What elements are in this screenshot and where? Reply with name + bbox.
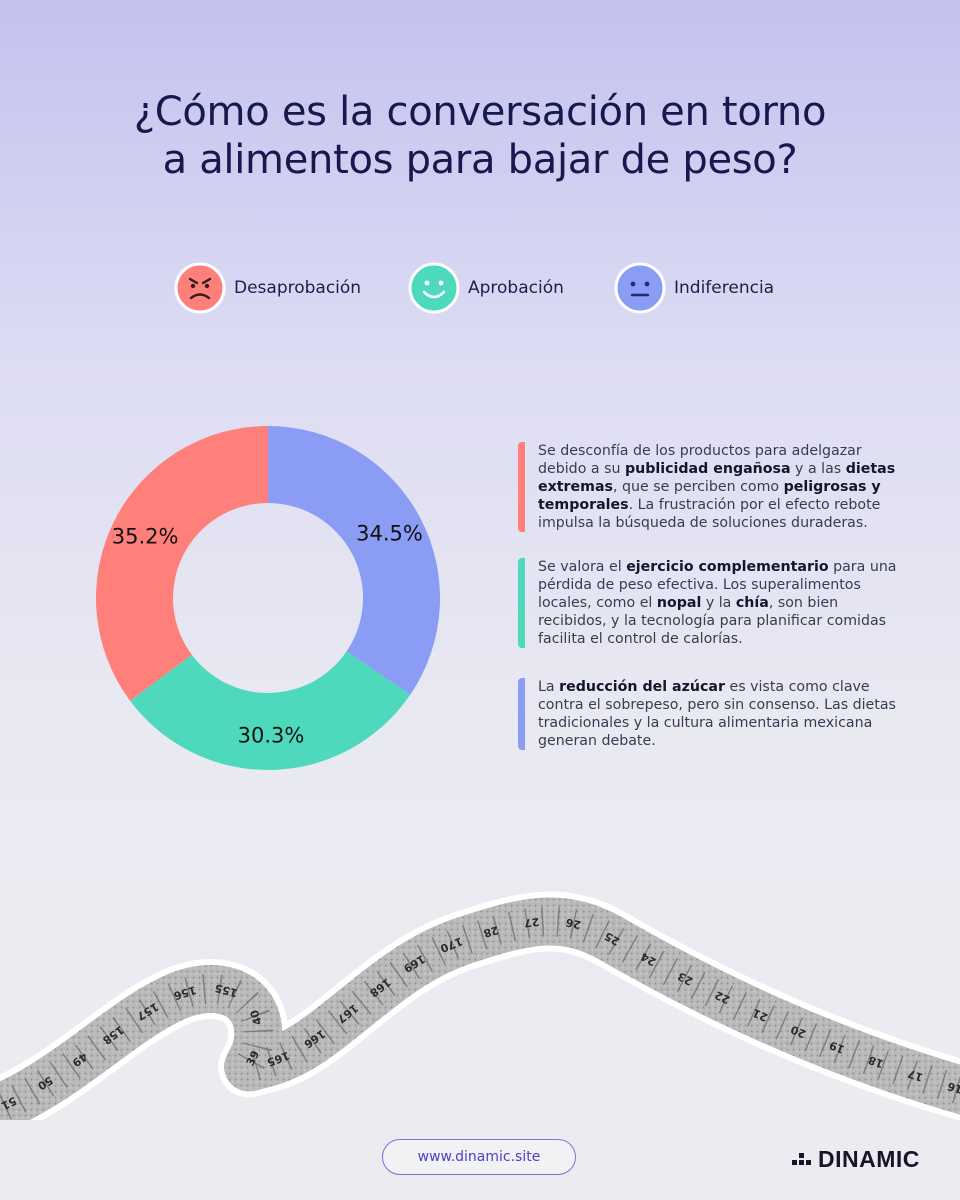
note-highlight: ejercicio complementario (626, 559, 829, 575)
donut-slice-desaprobacion (96, 426, 268, 701)
note-highlight: publicidad engañosa (624, 461, 791, 477)
donut-chart: 34.5% 30.3% 35.2% (96, 426, 440, 770)
note-2: Se valora el ejercicio complementario pa… (518, 558, 908, 648)
smiley-face-icon (408, 262, 460, 314)
angry-face-icon (174, 262, 226, 314)
tape-number: 28 (482, 923, 500, 940)
note-highlight: peligrosas y temporales (538, 479, 881, 513)
tape-number: 16 (946, 1079, 960, 1096)
tape-number: 19 (827, 1038, 846, 1056)
brand-name: DINAMIC (818, 1145, 920, 1172)
note-text: para una pérdida de peso efectiva. Los s… (538, 559, 897, 611)
page-title: ¿Cómo es la conversación en torno a alim… (0, 88, 960, 184)
tape-number: 17 (906, 1067, 925, 1084)
slice-label: 35.2% (112, 524, 179, 548)
website-link[interactable]: www.dinamic.site (382, 1139, 576, 1175)
note-text: , son bien recibidos, y la tecnología pa… (538, 595, 887, 647)
tape-number: 18 (867, 1053, 886, 1070)
donut-slice-aprobacion (130, 651, 411, 770)
note-highlight: nopal (656, 595, 702, 611)
legend-item-aprobacion: Aprobación (408, 260, 564, 316)
note-text: Se valora el (538, 559, 627, 575)
donut-slice-indiferencia (268, 426, 440, 695)
tape-number: 26 (564, 915, 582, 931)
note-text: , que se perciben como (612, 479, 784, 495)
legend: Desaprobación Aprobación Indiferencia (0, 260, 960, 316)
legend-item-desaprobacion: Desaprobación (174, 260, 361, 316)
tape-number: 20 (788, 1022, 807, 1040)
note-text: Se desconfía de los productos para adelg… (538, 443, 862, 477)
note-1: Se desconfía de los productos para adelg… (518, 442, 908, 532)
legend-item-indiferencia: Indiferencia (614, 260, 774, 316)
tape-number: 23 (675, 969, 695, 988)
tape-number: 22 (713, 988, 732, 1006)
tape-number: 21 (751, 1006, 770, 1024)
neutral-face-icon (614, 262, 666, 314)
note-text: . La frustración por el efecto rebote im… (538, 497, 881, 531)
note-highlight: reducción del azúcar (559, 679, 725, 695)
note-text: y a las (790, 461, 846, 477)
note-text: es vista como clave contra el sobrepeso,… (538, 679, 896, 749)
slice-label: 34.5% (356, 522, 423, 546)
tape-number: 51 (0, 1094, 19, 1112)
dinamic-logo-icon (792, 1153, 811, 1165)
title-line-2: a alimentos para bajar de peso? (162, 137, 798, 183)
legend-label: Aprobación (468, 278, 564, 298)
brand-logo: DINAMIC (792, 1144, 920, 1174)
note-3: La reducción del azúcar es vista como cl… (518, 678, 908, 750)
tape-number: 40 (248, 1008, 265, 1027)
note-highlight: dietas extremas (538, 461, 896, 495)
tape-number: 39 (244, 1049, 262, 1069)
tape-number: 27 (523, 915, 540, 930)
legend-label: Indiferencia (674, 278, 775, 298)
legend-label: Desaprobación (234, 278, 362, 298)
tape-number: 155 (213, 981, 239, 1000)
note-highlight: chía (735, 595, 769, 611)
slice-label: 30.3% (238, 723, 305, 747)
note-text: La (538, 679, 560, 695)
title-line-1: ¿Cómo es la conversación en torno (133, 89, 827, 135)
note-text: y la (701, 595, 736, 611)
